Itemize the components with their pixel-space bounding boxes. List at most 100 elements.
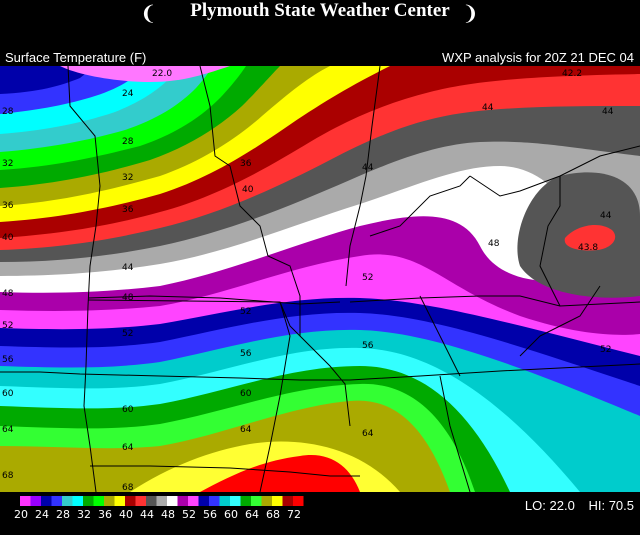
legend-value: 28 xyxy=(56,508,70,521)
color-legend: 20 24 28 32 36 40 44 48 52 56 60 64 68 72 xyxy=(0,492,640,535)
legend-swatch xyxy=(198,496,209,506)
contour-label-44: 44 xyxy=(600,211,612,221)
legend-value: 72 xyxy=(287,508,301,521)
contour-label-36: 36 xyxy=(240,159,252,169)
map-canvas: 22.0 24 28 28 32 32 36 36 36 40 40 44 44 44 44 44 48 48 48… xyxy=(0,66,640,492)
legend-value: 68 xyxy=(266,508,280,521)
lo-hi-readout: LO: 22.0 HI: 70.5 xyxy=(525,498,634,513)
contour-label-48: 48 xyxy=(122,293,134,303)
legend-swatch xyxy=(114,496,125,506)
lo-value: 22.0 xyxy=(549,498,575,513)
contour-label-60: 60 xyxy=(240,389,252,399)
contour-label-48: 48 xyxy=(2,289,14,299)
legend-value: 40 xyxy=(119,508,133,521)
state-border xyxy=(199,66,301,336)
state-border xyxy=(87,295,341,305)
contour-label-22-0: 22.0 xyxy=(152,69,172,79)
legend-swatch xyxy=(177,496,188,506)
state-border xyxy=(439,375,471,492)
legend-value: 64 xyxy=(245,508,259,521)
legend-value: 48 xyxy=(161,508,175,521)
temperature-map: 22.0 24 28 28 32 32 36 36 36 40 40 44 44 44 44 44 48 48 48… xyxy=(0,66,640,492)
state-border xyxy=(90,465,360,477)
contour-label-48: 48 xyxy=(488,239,500,249)
contour-label-32: 32 xyxy=(2,159,13,169)
legend-swatch xyxy=(188,496,199,506)
contour-label-32: 32 xyxy=(122,173,133,183)
map-header: Surface Temperature (F) WXP analysis for… xyxy=(0,48,640,66)
legend-swatch xyxy=(156,496,167,506)
legend-swatch xyxy=(240,496,251,506)
contour-label-64: 64 xyxy=(2,425,14,435)
state-border xyxy=(349,363,640,381)
lo-label: LO: xyxy=(524,498,546,513)
legend-swatch xyxy=(230,496,241,506)
contour-label-42-2: 42.2 xyxy=(562,69,582,79)
state-border xyxy=(67,66,101,492)
legend-swatch xyxy=(261,496,272,506)
legend-value: 36 xyxy=(98,508,112,521)
contour-label-52: 52 xyxy=(362,273,373,283)
legend-value: 44 xyxy=(140,508,154,521)
legend-value: 56 xyxy=(203,508,217,521)
legend-value: 32 xyxy=(77,508,91,521)
legend-swatch xyxy=(125,496,136,506)
legend-swatch xyxy=(62,496,73,506)
legend-swatch xyxy=(251,496,262,506)
analysis-label: WXP analysis for 20Z 21 DEC 04 xyxy=(442,50,634,65)
contour-label-40: 40 xyxy=(242,185,254,195)
contour-label-36: 36 xyxy=(2,201,14,211)
contour-label-28: 28 xyxy=(122,137,134,147)
state-border xyxy=(469,145,640,197)
legend-value: 60 xyxy=(224,508,238,521)
contour-label-40: 40 xyxy=(2,233,14,243)
legend-canvas: 20 24 28 32 36 40 44 48 52 56 60 64 68 72 xyxy=(14,496,304,521)
band-22 xyxy=(60,66,230,82)
legend-swatch xyxy=(293,496,304,506)
legend-swatch xyxy=(41,496,52,506)
contour-label-36: 36 xyxy=(122,205,134,215)
contour-label-56: 56 xyxy=(240,349,252,359)
left-swirl-icon: ❨ xyxy=(140,1,157,25)
legend-swatch xyxy=(93,496,104,506)
state-border xyxy=(259,301,291,492)
legend-value: 20 xyxy=(14,508,28,521)
field-label: Surface Temperature (F) xyxy=(5,50,147,65)
contour-label-44: 44 xyxy=(602,107,614,117)
contour-label-60: 60 xyxy=(2,389,14,399)
legend-swatch xyxy=(167,496,178,506)
banner-title: Plymouth State Weather Center xyxy=(190,0,450,21)
legend-swatch xyxy=(104,496,115,506)
contour-label-64: 64 xyxy=(240,425,252,435)
contour-label-44: 44 xyxy=(482,103,494,113)
legend-swatch xyxy=(146,496,157,506)
state-border xyxy=(419,295,461,377)
contour-label-64: 64 xyxy=(122,443,134,453)
contour-label-28: 28 xyxy=(2,107,14,117)
hi-value: 70.5 xyxy=(608,498,634,513)
state-border xyxy=(345,66,381,287)
warm-spot-inner xyxy=(564,224,616,251)
legend-swatch xyxy=(20,496,31,506)
banner: ❨ Plymouth State Weather Center ❩ xyxy=(0,0,640,48)
legend-swatch xyxy=(30,496,41,506)
contour-label-52: 52 xyxy=(600,345,611,355)
right-swirl-icon: ❩ xyxy=(462,1,479,25)
legend-swatch xyxy=(209,496,220,506)
contour-label-56: 56 xyxy=(362,341,374,351)
state-border xyxy=(349,295,640,307)
contour-label-52: 52 xyxy=(2,321,13,331)
legend-swatch xyxy=(51,496,62,506)
contour-label-44: 44 xyxy=(122,263,134,273)
legend-swatch xyxy=(219,496,230,506)
hi-label: HI: xyxy=(588,498,606,513)
legend-value: 24 xyxy=(35,508,49,521)
contour-label-56: 56 xyxy=(2,355,14,365)
contour-label-68: 68 xyxy=(2,471,14,481)
contour-label-52: 52 xyxy=(122,329,133,339)
state-border xyxy=(539,176,561,307)
contour-label-43-8: 43.8 xyxy=(578,243,598,253)
legend-value: 52 xyxy=(182,508,196,521)
contour-label-68: 68 xyxy=(122,483,134,492)
